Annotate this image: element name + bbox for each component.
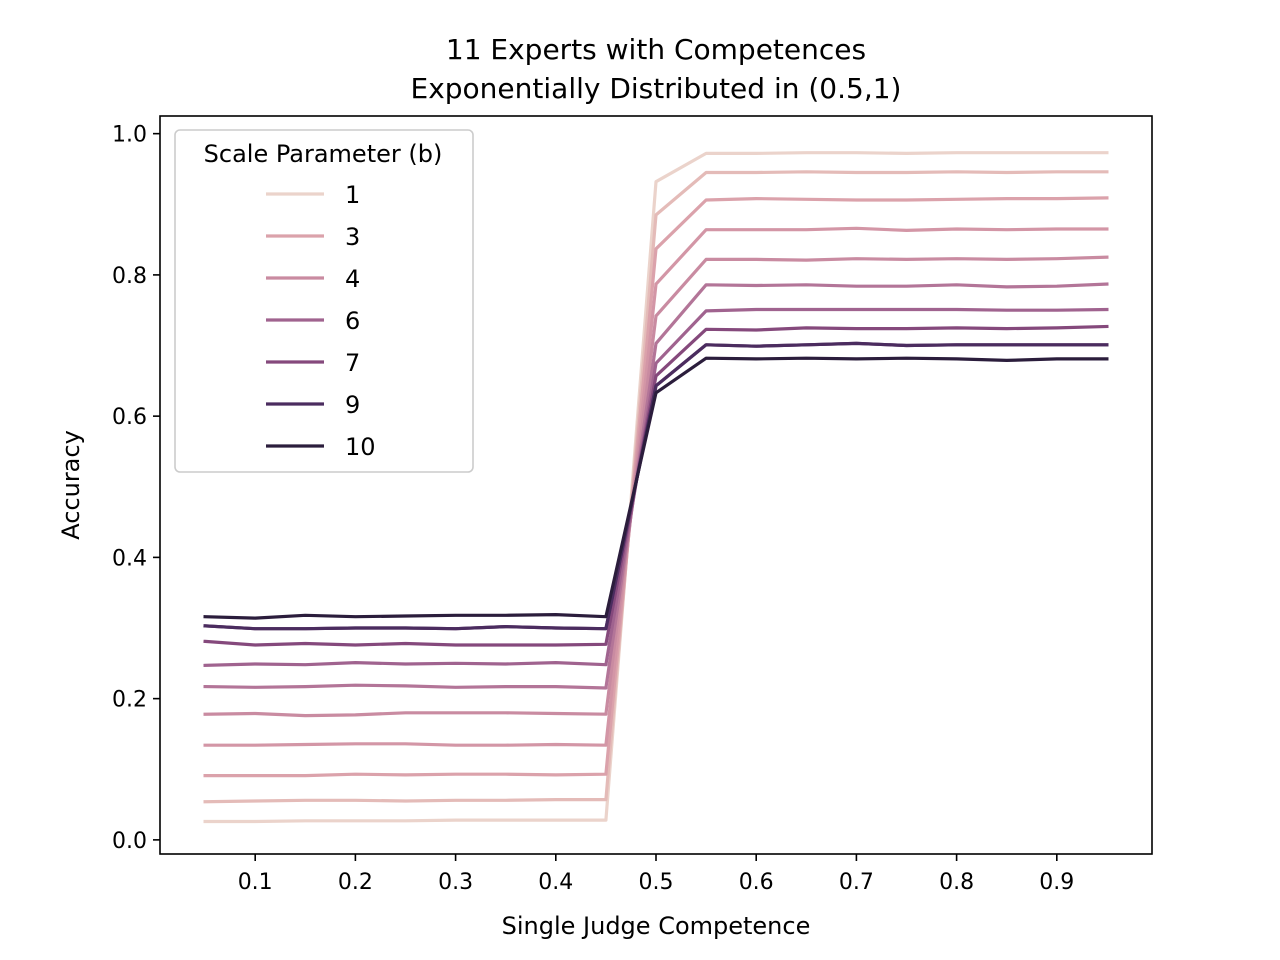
x-tick-label: 0.6 — [739, 870, 774, 895]
x-tick-label: 0.3 — [438, 870, 473, 895]
legend-label: 6 — [345, 307, 360, 335]
x-tick-label: 0.9 — [1039, 870, 1074, 895]
y-tick-label: 1.0 — [112, 123, 147, 148]
y-axis-label: Accuracy — [57, 430, 85, 540]
chart-title-line-1: 11 Experts with Competences — [446, 33, 866, 66]
series-line-8 — [203, 324, 1109, 647]
legend-label: 4 — [345, 265, 360, 293]
series-line-1 — [203, 151, 1109, 824]
x-tick-label: 0.1 — [238, 870, 273, 895]
y-tick-label: 0.8 — [112, 264, 147, 289]
y-tick-label: 0.4 — [112, 546, 147, 571]
series-line-3 — [203, 196, 1109, 778]
series-line-7 — [203, 307, 1109, 668]
legend-label: 9 — [345, 391, 360, 419]
y-tick-label: 0.2 — [112, 688, 147, 713]
y-tick-label: 0.0 — [112, 829, 147, 854]
chart-title-line-2: Exponentially Distributed in (0.5,1) — [411, 72, 902, 105]
series-line-11 — [203, 356, 1109, 620]
legend-label: 1 — [345, 181, 360, 209]
series-line-6 — [203, 282, 1109, 690]
x-axis-label: Single Judge Competence — [502, 912, 811, 940]
legend-box — [174, 129, 474, 473]
series-line-10 — [203, 341, 1109, 631]
x-tick-label: 0.2 — [338, 870, 373, 895]
legend-label: 3 — [345, 223, 360, 251]
x-tick-label: 0.5 — [639, 870, 674, 895]
y-tick-label: 0.6 — [112, 405, 147, 430]
legend-label: 10 — [345, 433, 376, 461]
x-axis: 0.1 0.2 0.3 0.4 0.5 0.6 0.7 0.8 0.9 — [238, 854, 1074, 895]
x-tick-label: 0.8 — [939, 870, 974, 895]
series-line-5 — [203, 255, 1109, 718]
x-tick-label: 0.7 — [839, 870, 874, 895]
x-tick-label: 0.4 — [538, 870, 573, 895]
series-line-2 — [203, 170, 1109, 804]
series-line-4 — [203, 226, 1109, 747]
legend: Scale Parameter (b) 1 3 4 6 7 9 10 — [174, 129, 474, 473]
legend-entries: 1 3 4 6 7 9 10 — [266, 181, 376, 461]
legend-label: 7 — [345, 349, 360, 377]
series-layer — [203, 151, 1109, 824]
legend-title: Scale Parameter (b) — [204, 140, 443, 168]
y-axis: 0.0 0.2 0.4 0.6 0.8 1.0 — [112, 123, 160, 854]
